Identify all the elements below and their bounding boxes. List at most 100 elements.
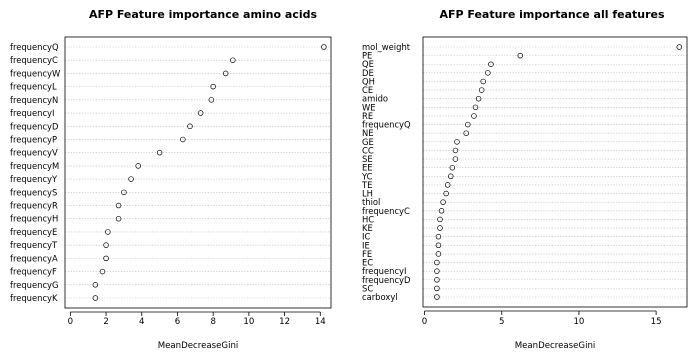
feature-label: frequencyF bbox=[10, 267, 57, 277]
data-point bbox=[485, 70, 491, 76]
data-point bbox=[156, 149, 163, 156]
chart-panel-2: AFP Feature importance all features mol_w… bbox=[361, 8, 688, 351]
data-point bbox=[517, 52, 524, 59]
feature-label: frequencyQ bbox=[362, 120, 411, 130]
feature-label: EE bbox=[362, 163, 373, 173]
data-point bbox=[210, 83, 216, 90]
feature-label: frequencyI bbox=[362, 266, 406, 276]
x-tick-label: 5 bbox=[499, 317, 504, 327]
data-point bbox=[99, 268, 106, 275]
data-point bbox=[115, 215, 122, 222]
data-point bbox=[321, 44, 327, 50]
data-point bbox=[452, 156, 459, 162]
x-axis-title: MeanDecreaseGini bbox=[515, 341, 596, 351]
data-point bbox=[465, 121, 471, 128]
feature-label: KE bbox=[362, 223, 373, 233]
data-point bbox=[135, 163, 141, 169]
feature-label: NE bbox=[362, 128, 374, 138]
data-point bbox=[434, 285, 440, 292]
x-tick-label: 10 bbox=[243, 317, 254, 327]
x-tick-label: 2 bbox=[103, 317, 108, 327]
feature-label: carboxyl bbox=[362, 292, 398, 302]
x-tick-label: 15 bbox=[651, 317, 662, 327]
data-point bbox=[443, 190, 449, 197]
feature-label: mol_weight bbox=[362, 42, 411, 52]
feature-label: frequencyS bbox=[10, 187, 57, 197]
data-point bbox=[105, 229, 111, 235]
feature-label: frequencyA bbox=[10, 253, 58, 263]
data-point bbox=[437, 225, 443, 231]
plot-frame bbox=[422, 36, 688, 308]
data-point bbox=[448, 173, 454, 180]
feature-label: frequencyE bbox=[10, 227, 57, 237]
feature-label: IE bbox=[362, 240, 370, 250]
x-tick-label: 10 bbox=[573, 317, 584, 327]
feature-label: frequencyK bbox=[10, 293, 58, 303]
data-point bbox=[128, 176, 134, 182]
data-point bbox=[478, 87, 485, 93]
feature-label: frequencyT bbox=[10, 240, 58, 250]
feature-label: frequencyW bbox=[10, 68, 60, 78]
feature-label: CC bbox=[362, 145, 374, 155]
feature-label: WE bbox=[362, 102, 376, 112]
data-point bbox=[472, 104, 479, 111]
data-point bbox=[488, 61, 494, 67]
feature-label: frequencyI bbox=[10, 108, 54, 118]
feature-label: RE bbox=[362, 111, 373, 121]
plot-frame bbox=[64, 36, 332, 309]
feature-label: GE bbox=[362, 137, 374, 147]
feature-label: frequencyP bbox=[10, 134, 57, 144]
data-point bbox=[435, 251, 442, 257]
feature-label: frequencyY bbox=[10, 174, 58, 184]
feature-label: frequencyD bbox=[362, 275, 410, 285]
data-point bbox=[434, 259, 440, 266]
data-point bbox=[440, 199, 446, 205]
feature-label: frequencyC bbox=[10, 55, 58, 65]
data-point bbox=[92, 282, 99, 288]
feature-label: frequencyR bbox=[10, 201, 58, 211]
data-point bbox=[480, 78, 486, 85]
data-point bbox=[208, 97, 215, 103]
data-point bbox=[103, 242, 109, 248]
feature-label: FE bbox=[362, 249, 372, 259]
data-point bbox=[475, 95, 482, 102]
x-tick-label: 14 bbox=[315, 317, 326, 327]
data-point bbox=[437, 216, 443, 223]
feature-label: frequencyV bbox=[10, 148, 58, 158]
data-point bbox=[434, 294, 440, 300]
feature-label: thiol bbox=[362, 197, 380, 207]
feature-label: QH bbox=[362, 76, 375, 86]
feature-label: frequencyH bbox=[10, 214, 58, 224]
data-point bbox=[435, 233, 442, 240]
data-point bbox=[187, 123, 193, 130]
x-tick-label: 8 bbox=[210, 317, 215, 327]
feature-label: SC bbox=[362, 283, 373, 293]
x-tick-label: 12 bbox=[279, 317, 290, 327]
x-tick-label: 4 bbox=[139, 317, 144, 327]
feature-label: SE bbox=[362, 154, 373, 164]
chart-title: AFP Feature importance amino acids bbox=[89, 8, 318, 21]
data-point bbox=[197, 110, 204, 116]
x-tick-label: 6 bbox=[175, 317, 180, 327]
data-point bbox=[121, 189, 127, 196]
data-point bbox=[471, 113, 477, 119]
data-point bbox=[434, 277, 440, 283]
feature-label: frequencyM bbox=[10, 161, 59, 171]
feature-label: PE bbox=[362, 51, 372, 61]
x-axis-title: MeanDecreaseGini bbox=[158, 341, 239, 351]
feature-label: EC bbox=[362, 258, 373, 268]
chart-panel-1: AFP Feature importance amino acids freque… bbox=[10, 8, 332, 351]
chart-title: AFP Feature importance all features bbox=[439, 8, 665, 21]
data-point bbox=[452, 147, 459, 154]
data-point bbox=[103, 255, 109, 262]
data-point bbox=[92, 295, 99, 301]
data-point bbox=[463, 130, 469, 136]
feature-label: LH bbox=[362, 189, 373, 199]
data-point bbox=[454, 139, 460, 145]
feature-label: frequencyC bbox=[362, 206, 410, 216]
x-tick-label: 0 bbox=[422, 317, 427, 327]
feature-label: HC bbox=[362, 214, 374, 224]
data-point bbox=[115, 202, 122, 209]
x-tick-label: 0 bbox=[68, 317, 73, 327]
